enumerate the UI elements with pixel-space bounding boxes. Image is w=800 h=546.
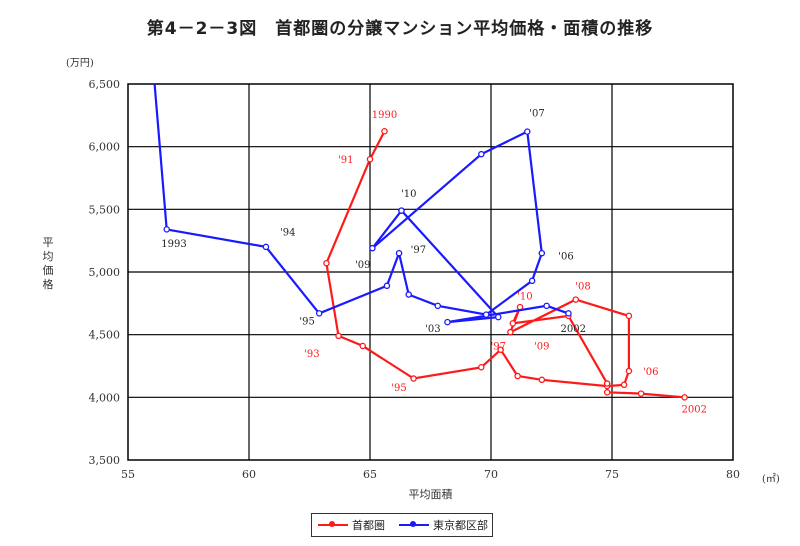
- year-label: 1990: [372, 110, 397, 121]
- year-label: '06: [643, 367, 658, 378]
- data-point-shutoken: [538, 376, 546, 384]
- y-tick-label: 6,500: [89, 78, 121, 91]
- data-point-shutoken: [335, 332, 342, 340]
- y-tick-label: 4,500: [89, 329, 121, 342]
- year-label: '93: [304, 349, 319, 360]
- x-tick-label: 75: [605, 468, 619, 481]
- data-point-tokyo-ku: [163, 226, 170, 233]
- data-point-shutoken: [620, 381, 628, 389]
- data-point-shutoken: [359, 342, 366, 350]
- y-tick-label: 6,000: [89, 141, 121, 154]
- chart-title: 第4－2－3図 首都圏の分譲マンション平均価格・面積の推移: [146, 19, 654, 39]
- data-point-tokyo-ku: [262, 243, 270, 251]
- year-label: '97: [491, 342, 506, 353]
- y-tick-label: 5,000: [89, 266, 121, 279]
- data-point-shutoken: [478, 364, 485, 371]
- data-point-tokyo-ku: [565, 310, 572, 317]
- legend-item-tokyo-ku: 東京都区部: [399, 517, 488, 533]
- legend-swatch-tokyo-ku: [399, 521, 429, 527]
- data-point-shutoken: [514, 372, 521, 380]
- x-tick-label: 60: [242, 468, 256, 481]
- year-label: '95: [391, 383, 406, 394]
- data-point-tokyo-ku: [369, 244, 376, 252]
- x-tick-label: 80: [726, 468, 740, 481]
- legend: 首都圏 東京都区部: [311, 513, 493, 537]
- year-label: '94: [280, 228, 295, 239]
- x-axis-title: 平均面積: [409, 487, 453, 501]
- data-point-tokyo-ku: [395, 249, 403, 257]
- data-point-tokyo-ku: [315, 310, 323, 317]
- year-label: 1993: [161, 239, 186, 250]
- data-point-tokyo-ku: [538, 249, 546, 257]
- year-label: '10: [517, 292, 532, 303]
- year-label: '97: [411, 245, 426, 256]
- y-tick-label: 5,500: [89, 203, 121, 216]
- data-point-shutoken: [603, 380, 611, 387]
- data-point-tokyo-ku: [543, 302, 550, 310]
- year-label: '07: [529, 109, 544, 120]
- legend-item-shutoken: 首都圏: [318, 517, 385, 533]
- year-label: '95: [299, 317, 314, 328]
- data-point-shutoken: [625, 367, 633, 375]
- data-point-shutoken: [681, 394, 688, 401]
- data-point-tokyo-ku: [405, 291, 412, 298]
- year-label: 2002: [682, 404, 707, 415]
- data-point-tokyo-ku: [482, 311, 490, 318]
- data-point-shutoken: [572, 296, 579, 303]
- data-point-shutoken: [637, 390, 645, 397]
- x-unit-label: (㎡): [762, 473, 780, 485]
- data-point-shutoken: [497, 346, 504, 353]
- data-point-shutoken: [381, 128, 388, 135]
- y-axis-title: 平均価格: [43, 236, 54, 291]
- x-tick-label: 55: [121, 468, 135, 481]
- data-point-shutoken: [509, 320, 517, 327]
- data-point-tokyo-ku: [478, 150, 485, 158]
- x-tick-label: 70: [484, 468, 498, 481]
- year-label: '09: [534, 342, 549, 353]
- data-point-tokyo-ku: [398, 207, 405, 214]
- data-point-tokyo-ku: [528, 277, 536, 285]
- year-label: '91: [338, 155, 353, 166]
- x-tick-label: 65: [363, 468, 377, 481]
- legend-swatch-shutoken: [318, 521, 348, 527]
- legend-label-shutoken: 首都圏: [352, 519, 385, 532]
- year-label: '08: [575, 282, 590, 293]
- y-tick-label: 4,000: [89, 391, 121, 404]
- data-point-tokyo-ku: [434, 302, 442, 310]
- data-point-tokyo-ku: [524, 128, 531, 135]
- y-tick-label: 3,500: [89, 454, 121, 467]
- year-label: 2002: [561, 324, 586, 335]
- year-label: '06: [558, 251, 573, 262]
- data-point-shutoken: [603, 389, 611, 396]
- data-point-shutoken: [366, 155, 374, 163]
- data-point-shutoken: [410, 375, 417, 382]
- data-point-shutoken: [507, 328, 514, 336]
- year-label: '09: [355, 260, 370, 271]
- data-point-shutoken: [323, 259, 330, 267]
- data-point-tokyo-ku: [495, 313, 502, 321]
- data-point-tokyo-ku: [383, 282, 391, 290]
- year-label: '10: [401, 189, 416, 200]
- y-unit-label: (万円): [66, 58, 94, 69]
- year-label: '03: [425, 324, 440, 335]
- data-point-shutoken: [625, 312, 633, 320]
- data-point-tokyo-ku: [444, 318, 451, 326]
- legend-label-tokyo-ku: 東京都区部: [433, 519, 488, 532]
